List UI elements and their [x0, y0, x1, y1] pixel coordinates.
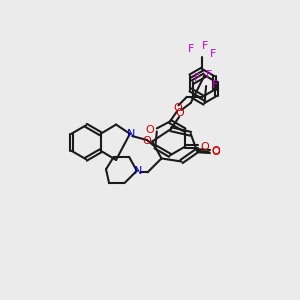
Text: O: O	[176, 108, 184, 118]
Text: F: F	[212, 80, 218, 89]
Text: O: O	[146, 125, 154, 135]
Text: F: F	[194, 73, 200, 83]
Text: F: F	[206, 70, 212, 80]
Text: O: O	[173, 103, 182, 112]
Text: O: O	[212, 146, 220, 157]
Text: F: F	[202, 41, 208, 51]
Text: N: N	[134, 166, 142, 176]
Text: O: O	[142, 136, 151, 146]
Text: N: N	[127, 129, 135, 139]
Text: O: O	[200, 142, 209, 152]
Text: O: O	[211, 147, 220, 157]
Text: F: F	[188, 44, 195, 54]
Text: F: F	[210, 49, 216, 59]
